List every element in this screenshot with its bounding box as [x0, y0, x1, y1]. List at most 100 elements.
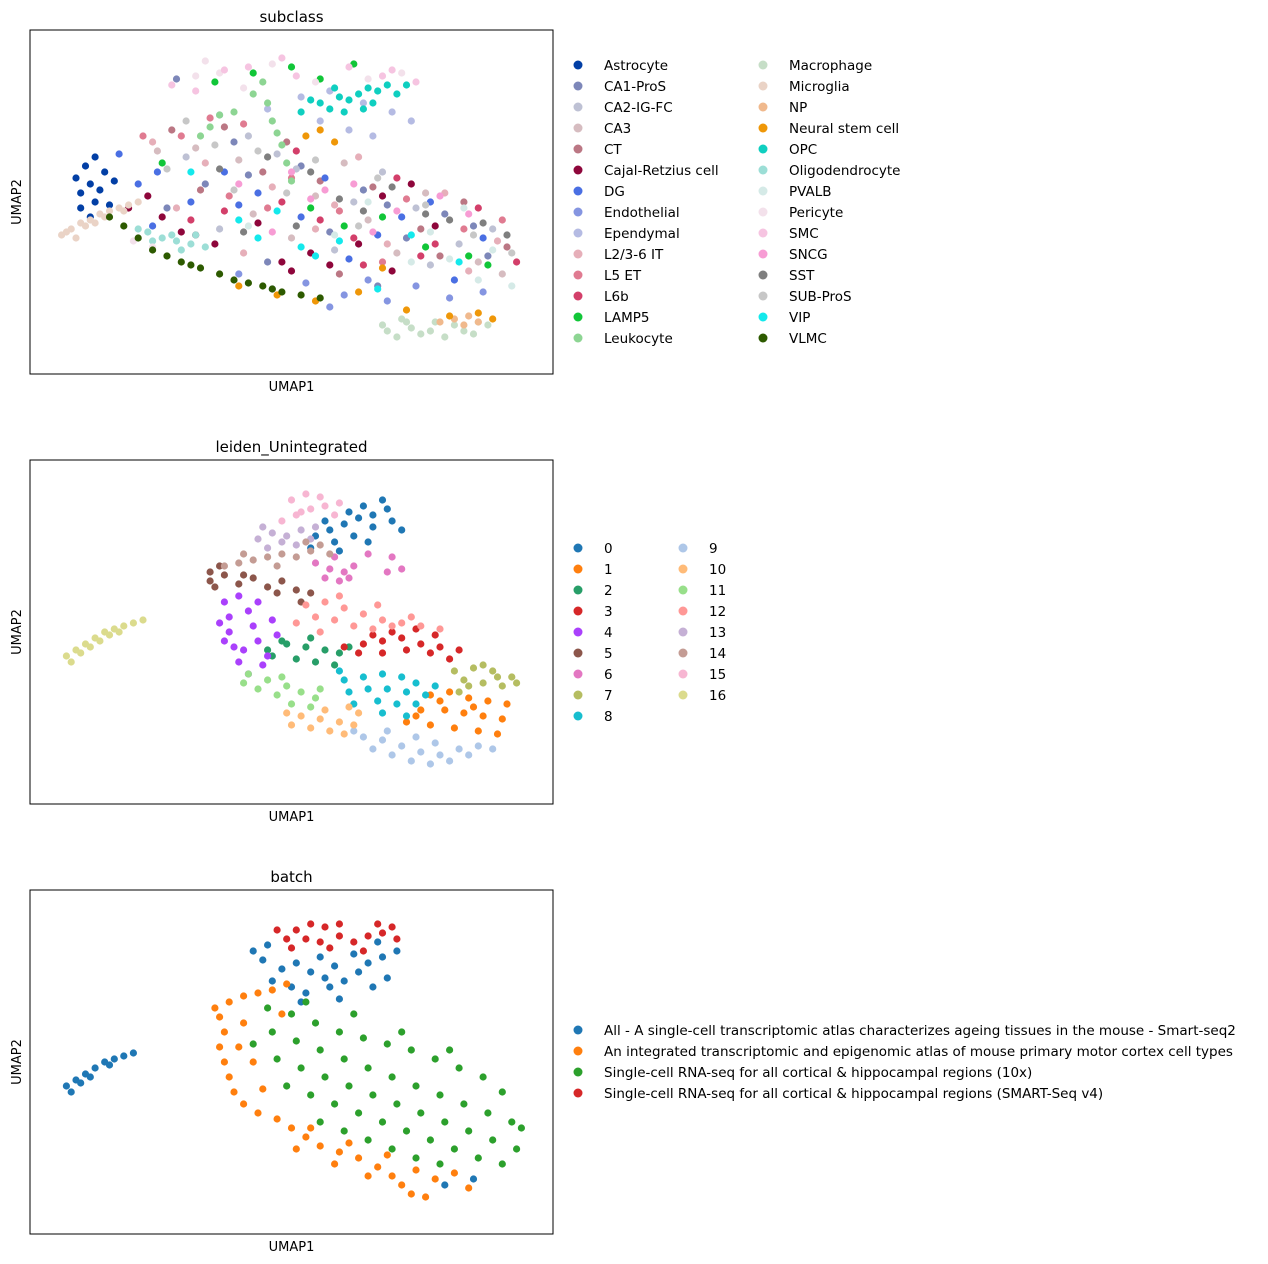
point-all-a-single-cell-transcriptomic-atlas-characterizes-ageing-tissues-in-the-mouse-smart-seq2	[62, 1082, 70, 1090]
point-neural-stem-cell	[378, 264, 387, 272]
point-single-cell-rna-seq-for-all-cortical-hippocampal-regions-10x	[283, 1082, 291, 1090]
point-an-integrated-transcriptomic-and-epigenomic-atlas-of-mouse-primary-motor-cortex-cell-types	[254, 989, 262, 997]
point-10	[307, 724, 315, 732]
point-pvalb	[426, 228, 434, 236]
point-all-a-single-cell-transcriptomic-atlas-characterizes-ageing-tissues-in-the-mouse-smart-seq2	[77, 1079, 85, 1087]
legend-label: 14	[709, 646, 726, 662]
legend-label: SNCG	[789, 247, 828, 263]
point-endothelial	[446, 294, 454, 302]
point-10	[326, 727, 334, 735]
point-1	[436, 697, 444, 705]
point-9	[369, 745, 377, 753]
point-13	[259, 523, 267, 531]
legend-item-vip: VIP	[758, 310, 810, 326]
legend-item-smc: SMC	[758, 226, 819, 242]
point-an-integrated-transcriptomic-and-epigenomic-atlas-of-mouse-primary-motor-cortex-cell-types	[302, 1133, 310, 1141]
point-an-integrated-transcriptomic-and-epigenomic-atlas-of-mouse-primary-motor-cortex-cell-types	[283, 980, 291, 988]
point-all-a-single-cell-transcriptomic-atlas-characterizes-ageing-tissues-in-the-mouse-smart-seq2	[292, 959, 300, 967]
point-7	[455, 688, 463, 696]
point-an-integrated-transcriptomic-and-epigenomic-atlas-of-mouse-primary-motor-cortex-cell-types	[278, 1010, 286, 1018]
point-l5-et	[225, 192, 233, 200]
point-ct	[168, 126, 176, 134]
point-endothelial	[364, 276, 372, 284]
point-ct	[369, 183, 377, 191]
point-pericyte	[192, 72, 200, 80]
point-0	[331, 538, 339, 546]
point-15	[278, 517, 286, 525]
point-15	[335, 499, 343, 507]
point-6	[364, 550, 372, 558]
legend-marker	[678, 627, 688, 637]
point-neural-stem-cell	[316, 126, 324, 134]
point-5	[307, 589, 315, 597]
point-lamp5	[422, 243, 430, 251]
point-leukocyte	[287, 177, 296, 185]
point-15	[287, 496, 296, 504]
point-leukocyte	[196, 132, 205, 140]
point-smc	[168, 81, 176, 89]
legend-item-pericyte: Pericyte	[758, 205, 843, 221]
point-pericyte	[268, 60, 276, 68]
point-l2-3-6-it	[172, 204, 181, 212]
point-an-integrated-transcriptomic-and-epigenomic-atlas-of-mouse-primary-motor-cortex-cell-types	[240, 992, 248, 1000]
point-16	[86, 643, 94, 651]
legend-marker	[573, 690, 583, 700]
point-0	[321, 517, 329, 525]
point-7	[493, 673, 502, 681]
point-lamp5	[465, 252, 473, 260]
point-single-cell-rna-seq-for-all-cortical-hippocampal-regions-10x	[484, 1109, 492, 1117]
point-l2-3-6-it	[311, 225, 320, 233]
point-12	[331, 616, 339, 624]
point-an-integrated-transcriptomic-and-epigenomic-atlas-of-mouse-primary-motor-cortex-cell-types	[422, 1193, 430, 1201]
point-11	[240, 679, 248, 687]
legend-item-ct: CT	[573, 142, 622, 158]
point-smc	[292, 72, 300, 80]
legend-label: 4	[604, 625, 613, 641]
legend-item-7: 7	[573, 688, 613, 704]
point-ca3	[235, 156, 243, 164]
legend-marker	[678, 669, 688, 679]
point-l5-et	[402, 195, 411, 203]
point-astrocyte	[91, 198, 99, 206]
point-10	[355, 709, 363, 717]
point-cajal-retzius-cell	[326, 261, 334, 269]
point-astrocyte	[101, 168, 109, 176]
point-sncg	[287, 168, 296, 176]
legend-marker	[758, 102, 768, 112]
point-1	[503, 700, 511, 708]
point-9	[350, 727, 358, 735]
point-all-a-single-cell-transcriptomic-atlas-characterizes-ageing-tissues-in-the-mouse-smart-seq2	[264, 941, 272, 949]
point-1	[460, 709, 468, 717]
point-l2-3-6-it	[493, 237, 502, 245]
point-ca1-pros	[484, 252, 492, 260]
point-lamp5	[307, 204, 315, 212]
point-8	[422, 691, 430, 699]
point-macrophage	[378, 321, 387, 329]
point-leukocyte	[268, 117, 276, 125]
point-14	[264, 553, 272, 561]
point-2	[264, 646, 272, 654]
legend-label: 12	[709, 604, 726, 620]
point-astrocyte	[81, 162, 90, 170]
point-single-cell-rna-seq-for-all-cortical-hippocampal-regions-10x	[307, 1091, 315, 1099]
point-sst	[503, 231, 511, 239]
point-ca2-ig-fc	[455, 240, 463, 248]
point-ca3	[192, 144, 200, 152]
legend-item-endothelial: Endothelial	[573, 205, 680, 221]
point-vip	[455, 258, 463, 266]
point-astrocyte	[86, 180, 94, 188]
legend-item-10: 10	[678, 562, 726, 578]
legend-label: 15	[709, 667, 726, 683]
point-single-cell-rna-seq-for-all-cortical-hippocampal-regions-smart-seq-v4	[378, 929, 387, 937]
point-5	[211, 583, 219, 591]
point-vlmc	[259, 282, 267, 290]
point-smc	[412, 78, 420, 86]
point-lamp5	[378, 213, 387, 221]
point-ca1-pros	[264, 258, 272, 266]
point-16	[105, 631, 114, 639]
point-neural-stem-cell	[235, 282, 243, 290]
legend-label: DG	[604, 184, 625, 200]
legend-label: 13	[709, 625, 726, 641]
point-16	[62, 652, 70, 660]
point-5	[278, 577, 286, 585]
